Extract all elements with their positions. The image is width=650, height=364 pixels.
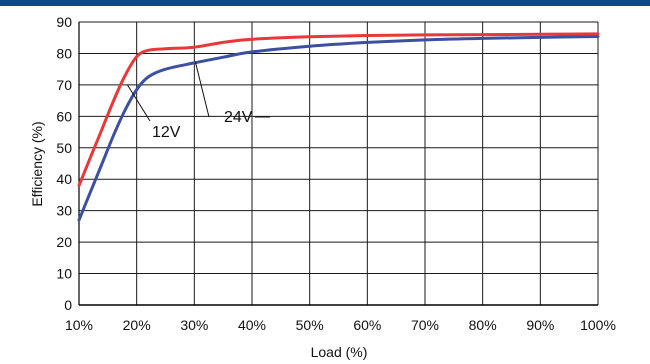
- x-tick-label: 40%: [238, 317, 266, 333]
- x-tick-label: 50%: [296, 317, 324, 333]
- grid: [78, 21, 599, 306]
- y-tick-label: 10: [56, 266, 72, 282]
- leader-24v-left: [195, 62, 210, 118]
- y-tick-labels: 0 10 20 30 40 50 60 70 80 90: [56, 14, 72, 313]
- series-line-12v: [77, 32, 600, 187]
- y-axis-title: Efficiency (%): [29, 121, 45, 206]
- series-label-24v: 24V: [224, 109, 253, 126]
- y-tick-label: 50: [56, 140, 72, 156]
- series-line-24v: [77, 35, 600, 222]
- x-tick-label: 20%: [123, 317, 151, 333]
- y-tick-label: 80: [56, 45, 72, 61]
- y-tick-label: 20: [56, 234, 72, 250]
- y-tick-label: 0: [64, 297, 72, 313]
- y-tick-label: 90: [56, 14, 72, 30]
- series-lines: [77, 32, 600, 222]
- top-header-band: [0, 0, 650, 6]
- x-axis-title: Load (%): [311, 344, 368, 360]
- y-tick-label: 60: [56, 108, 72, 124]
- y-tick-label: 40: [56, 171, 72, 187]
- y-tick-label: 30: [56, 203, 72, 219]
- x-tick-label: 60%: [353, 317, 381, 333]
- x-tick-label: 70%: [411, 317, 439, 333]
- series-label-12v: 12V: [152, 124, 181, 141]
- leader-12v: [127, 84, 151, 122]
- x-tick-label: 100%: [580, 317, 616, 333]
- x-tick-label: 80%: [469, 317, 497, 333]
- series-label-leaders: [127, 62, 270, 122]
- x-tick-label: 10%: [65, 317, 93, 333]
- x-tick-label: 30%: [180, 317, 208, 333]
- x-tick-label: 90%: [526, 317, 554, 333]
- y-tick-label: 70: [56, 77, 72, 93]
- x-tick-labels: 10% 20% 30% 40% 50% 60% 70% 80% 90% 100%: [65, 317, 616, 333]
